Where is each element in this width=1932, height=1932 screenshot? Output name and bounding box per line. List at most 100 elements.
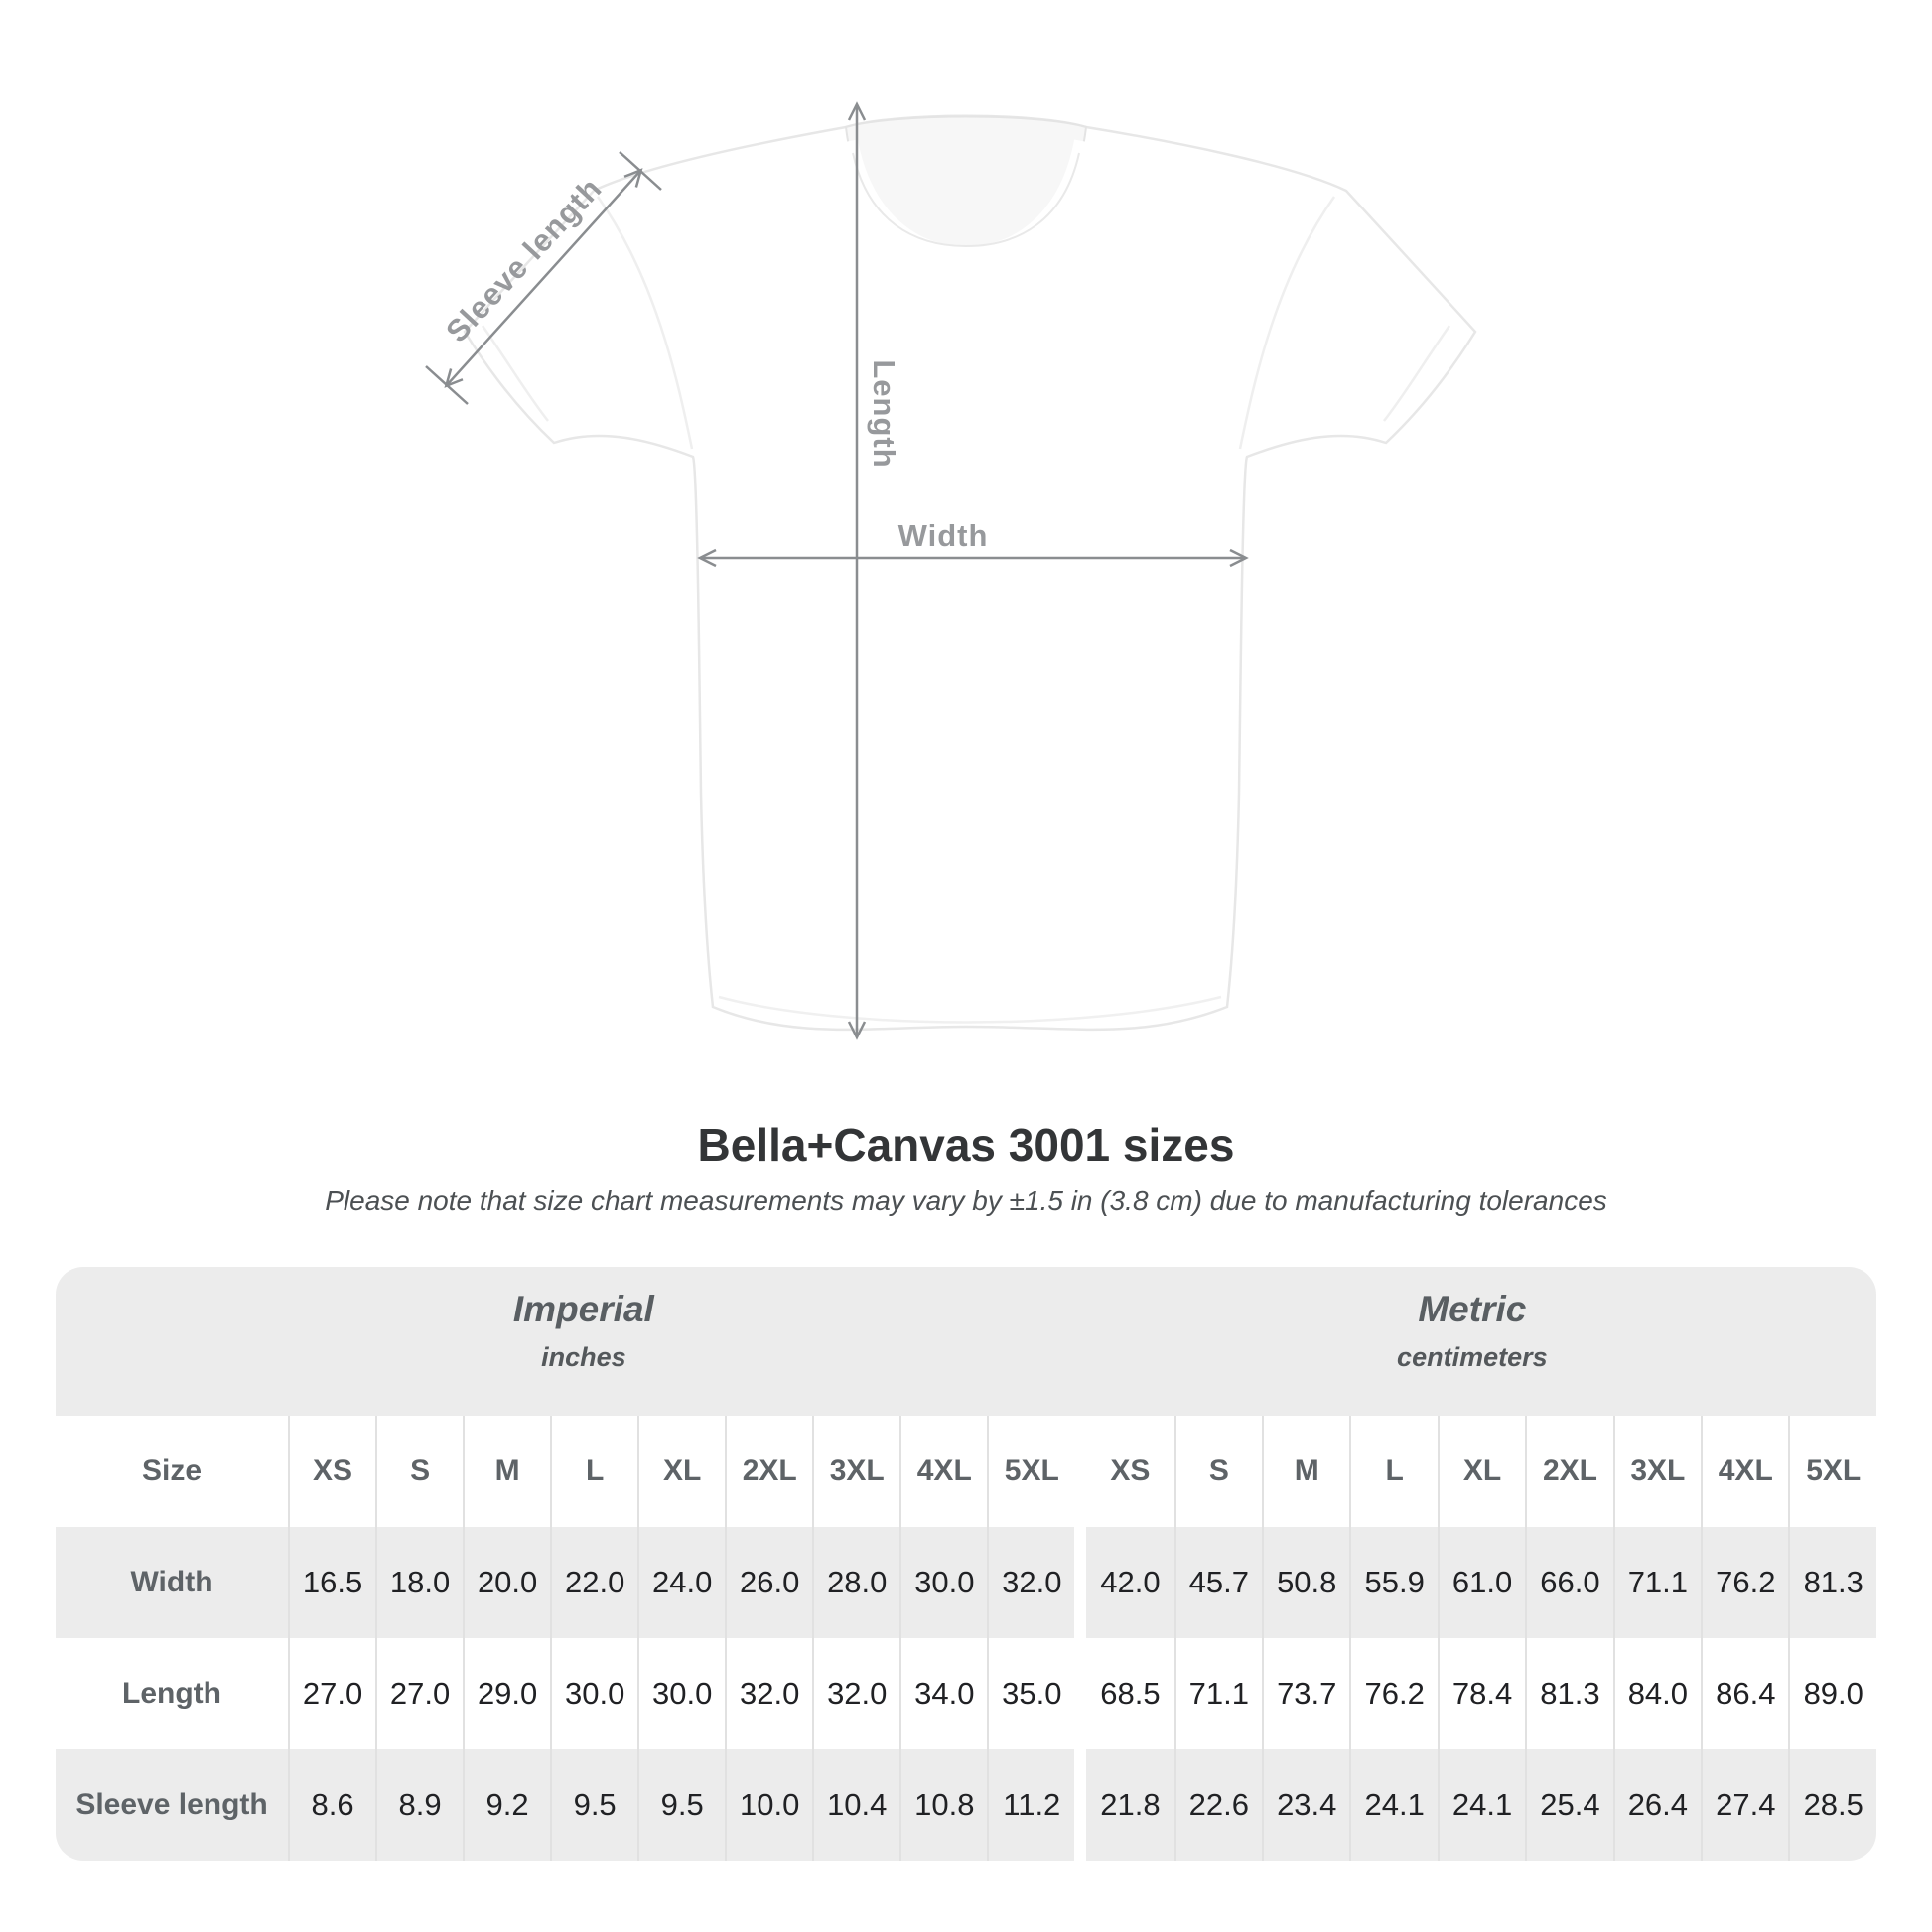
value-cell: 71.1 xyxy=(1173,1638,1263,1749)
value-cell: 30.0 xyxy=(637,1638,726,1749)
value-cell: 27.4 xyxy=(1701,1749,1789,1861)
size-column-header: S xyxy=(1173,1416,1263,1527)
metric-title: Metric xyxy=(1418,1289,1527,1329)
value-cell: 61.0 xyxy=(1437,1527,1526,1638)
length-row: Length 27.0 27.0 29.0 30.0 30.0 32.0 32.… xyxy=(56,1638,1876,1749)
size-column-header: 2XL xyxy=(1525,1416,1613,1527)
value-cell: 16.5 xyxy=(288,1527,376,1638)
size-column-header: L xyxy=(1349,1416,1438,1527)
value-cell: 30.0 xyxy=(550,1638,638,1749)
value-cell: 22.0 xyxy=(550,1527,638,1638)
value-cell: 24.1 xyxy=(1437,1749,1526,1861)
value-cell: 76.2 xyxy=(1701,1527,1789,1638)
size-column-header: 5XL xyxy=(1788,1416,1876,1527)
section-divider xyxy=(1074,1638,1087,1749)
imperial-header: Imperial inches xyxy=(375,1289,792,1373)
value-cell: 21.8 xyxy=(1086,1749,1174,1861)
value-cell: 8.6 xyxy=(288,1749,376,1861)
row-label-length: Length xyxy=(56,1638,289,1749)
section-divider xyxy=(1074,1527,1087,1638)
value-cell: 10.8 xyxy=(899,1749,988,1861)
metric-unit: centimeters xyxy=(1397,1342,1548,1372)
value-cell: 26.0 xyxy=(725,1527,813,1638)
value-cell: 22.6 xyxy=(1173,1749,1263,1861)
value-cell: 81.3 xyxy=(1788,1527,1876,1638)
value-cell: 42.0 xyxy=(1086,1527,1174,1638)
value-cell: 35.0 xyxy=(987,1638,1075,1749)
size-column-header: XL xyxy=(637,1416,726,1527)
size-column-header: 4XL xyxy=(899,1416,988,1527)
tshirt-shape xyxy=(463,114,1477,1032)
size-header-cell: Size xyxy=(56,1416,289,1527)
section-divider xyxy=(1074,1416,1087,1527)
value-cell: 20.0 xyxy=(463,1527,551,1638)
length-label: Length xyxy=(867,359,901,469)
units-band: Imperial inches Metric centimeters xyxy=(56,1267,1876,1416)
size-column-header: 3XL xyxy=(812,1416,900,1527)
value-cell: 68.5 xyxy=(1086,1638,1174,1749)
value-cell: 50.8 xyxy=(1262,1527,1350,1638)
size-column-header: 2XL xyxy=(725,1416,813,1527)
size-column-header: XL xyxy=(1437,1416,1526,1527)
value-cell: 89.0 xyxy=(1788,1638,1876,1749)
value-cell: 25.4 xyxy=(1525,1749,1613,1861)
value-cell: 9.5 xyxy=(550,1749,638,1861)
size-column-header: 4XL xyxy=(1701,1416,1789,1527)
value-cell: 27.0 xyxy=(288,1638,376,1749)
width-row: Width 16.5 18.0 20.0 22.0 24.0 26.0 28.0… xyxy=(56,1527,1876,1638)
value-cell: 32.0 xyxy=(725,1638,813,1749)
value-cell: 86.4 xyxy=(1701,1638,1789,1749)
value-cell: 24.1 xyxy=(1349,1749,1438,1861)
value-cell: 76.2 xyxy=(1349,1638,1438,1749)
size-column-header: L xyxy=(550,1416,638,1527)
value-cell: 9.2 xyxy=(463,1749,551,1861)
size-column-header: XS xyxy=(288,1416,376,1527)
sleeve-length-row: Sleeve length 8.6 8.9 9.2 9.5 9.5 10.0 1… xyxy=(56,1749,1876,1861)
size-column-header: S xyxy=(375,1416,464,1527)
value-cell: 29.0 xyxy=(463,1638,551,1749)
tshirt-illustration xyxy=(425,101,1477,1040)
value-cell: 27.0 xyxy=(375,1638,464,1749)
imperial-unit: inches xyxy=(541,1342,626,1372)
imperial-title: Imperial xyxy=(512,1289,654,1329)
value-cell: 45.7 xyxy=(1173,1527,1263,1638)
tolerance-note: Please note that size chart measurements… xyxy=(325,1185,1607,1216)
size-column-header: XS xyxy=(1086,1416,1174,1527)
page-title: Bella+Canvas 3001 sizes xyxy=(697,1119,1235,1171)
metric-header: Metric centimeters xyxy=(1264,1289,1681,1373)
value-cell: 23.4 xyxy=(1262,1749,1350,1861)
value-cell: 84.0 xyxy=(1612,1638,1702,1749)
value-cell: 8.9 xyxy=(375,1749,464,1861)
value-cell: 26.4 xyxy=(1612,1749,1702,1861)
value-cell: 34.0 xyxy=(899,1638,988,1749)
units-band-row: Imperial inches Metric centimeters xyxy=(56,1267,1876,1416)
tshirt-diagram: Sleeve length Length Width xyxy=(425,101,1477,1040)
value-cell: 32.0 xyxy=(987,1527,1075,1638)
size-column-header: 5XL xyxy=(987,1416,1075,1527)
value-cell: 24.0 xyxy=(637,1527,726,1638)
value-cell: 81.3 xyxy=(1525,1638,1613,1749)
section-divider xyxy=(1074,1749,1087,1861)
size-table: Imperial inches Metric centimeters Size … xyxy=(56,1267,1876,1861)
value-cell: 73.7 xyxy=(1262,1638,1350,1749)
value-cell: 10.4 xyxy=(812,1749,900,1861)
value-cell: 55.9 xyxy=(1349,1527,1438,1638)
row-label-sleeve-length: Sleeve length xyxy=(56,1749,289,1861)
value-cell: 71.1 xyxy=(1612,1527,1702,1638)
value-cell: 28.5 xyxy=(1788,1749,1876,1861)
value-cell: 32.0 xyxy=(812,1638,900,1749)
value-cell: 78.4 xyxy=(1437,1638,1526,1749)
value-cell: 18.0 xyxy=(375,1527,464,1638)
size-column-header: M xyxy=(463,1416,551,1527)
size-column-header: 3XL xyxy=(1612,1416,1702,1527)
value-cell: 11.2 xyxy=(987,1749,1075,1861)
value-cell: 66.0 xyxy=(1525,1527,1613,1638)
value-cell: 30.0 xyxy=(899,1527,988,1638)
value-cell: 28.0 xyxy=(812,1527,900,1638)
row-label-width: Width xyxy=(56,1527,289,1638)
value-cell: 9.5 xyxy=(637,1749,726,1861)
width-label: Width xyxy=(897,518,989,553)
size-column-header: M xyxy=(1262,1416,1350,1527)
sleeve-length-arrow xyxy=(425,151,662,405)
